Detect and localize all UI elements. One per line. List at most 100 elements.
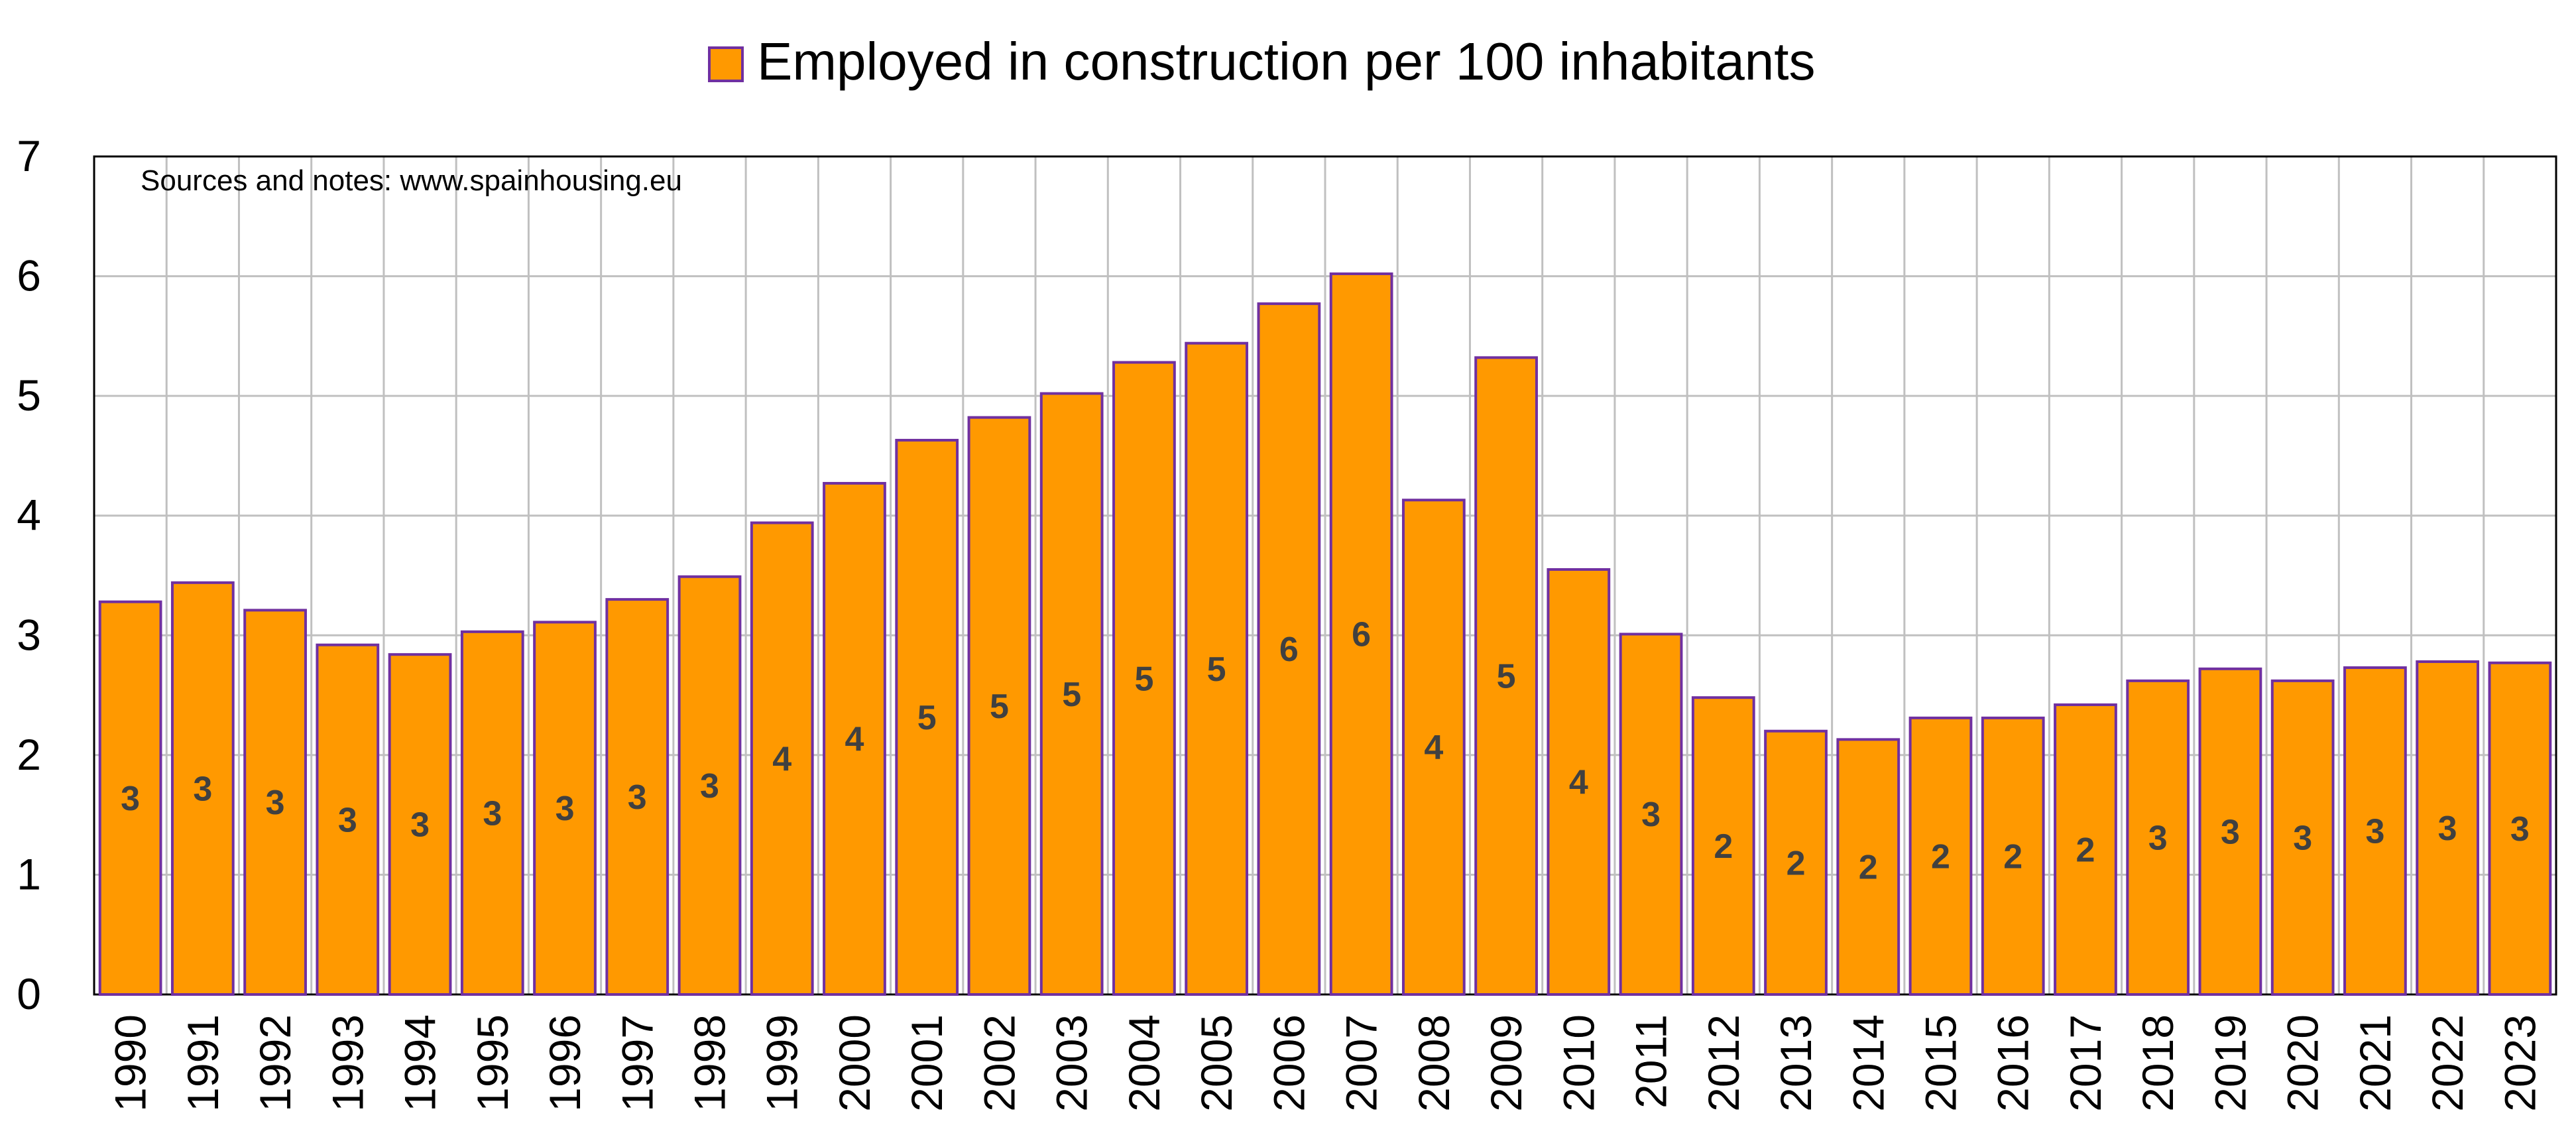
x-tick-label-2003: 2003	[1047, 1014, 1096, 1112]
bar-2012	[1691, 696, 1755, 996]
y-tick-label: 7	[17, 131, 41, 180]
x-tick-label-1990: 1990	[106, 1014, 155, 1112]
bar-1996	[533, 621, 597, 996]
data-label-2020: 3	[2293, 819, 2312, 857]
data-label-2008: 4	[1424, 729, 1443, 767]
bar-2021	[2343, 666, 2407, 996]
bar-2010	[1547, 568, 1611, 996]
data-label-2017: 2	[2076, 831, 2095, 870]
y-tick-label: 1	[17, 849, 41, 898]
x-tick-label-1991: 1991	[178, 1014, 227, 1112]
legend-swatch	[708, 46, 744, 82]
bar-2019	[2198, 667, 2262, 996]
bar-1997	[605, 598, 670, 996]
bar-2013	[1764, 729, 1828, 996]
data-label-2018: 3	[2148, 819, 2168, 857]
bar-2000	[823, 481, 886, 996]
data-label-1991: 3	[193, 770, 212, 808]
x-tick-label-2016: 2016	[1989, 1014, 2038, 1112]
x-tick-label-2021: 2021	[2351, 1014, 2400, 1112]
y-tick-label: 2	[17, 730, 41, 779]
bar-2014	[1836, 738, 1901, 996]
x-tick-label-2000: 2000	[830, 1014, 879, 1112]
gridlines	[94, 156, 2556, 994]
data-label-2016: 2	[2003, 837, 2022, 876]
x-tick-label-1994: 1994	[396, 1014, 445, 1112]
x-tick-label-2023: 2023	[2495, 1014, 2544, 1112]
bar-1991	[170, 581, 235, 996]
data-label-1992: 3	[266, 784, 285, 822]
x-tick-label-1993: 1993	[323, 1014, 372, 1112]
data-label-2010: 4	[1569, 763, 1588, 802]
x-axis-ticks: 1990 1991 1992 1993 1994 1995 1996 1997 1998 1999…	[106, 1014, 2545, 1112]
data-label-1994: 3	[410, 806, 430, 845]
x-tick-label-2012: 2012	[1699, 1014, 1748, 1112]
data-label-2023: 3	[2510, 810, 2530, 849]
x-tick-label-2019: 2019	[2205, 1014, 2254, 1112]
data-label-2012: 2	[1714, 827, 1733, 866]
x-tick-label-2017: 2017	[2061, 1014, 2110, 1112]
data-labels: 3 3 3 3 3 3 3 3 3 4 4 5 5 5 5 5 6 6 4 5 4 3 2 2 2 2 2 2 3 3 3 3 3 3	[121, 615, 2530, 886]
data-label-1990: 3	[121, 780, 140, 818]
x-tick-label-1997: 1997	[613, 1014, 662, 1112]
bar-1993	[316, 643, 380, 996]
x-tick-label-1992: 1992	[251, 1014, 300, 1112]
data-label-1999: 4	[772, 740, 791, 778]
data-label-1993: 3	[338, 801, 357, 839]
bar-2003	[1039, 392, 1104, 996]
x-tick-label-2007: 2007	[1337, 1014, 1386, 1112]
source-note: Sources and notes: www.spainhousing.eu	[141, 164, 682, 197]
bar-1990	[98, 600, 162, 996]
data-label-2000: 4	[845, 720, 864, 758]
bars	[98, 272, 2552, 996]
bar-2016	[1981, 716, 2045, 996]
bar-2005	[1185, 341, 1249, 996]
data-label-2004: 5	[1134, 660, 1153, 698]
bar-2015	[1908, 716, 1973, 996]
y-tick-label: 6	[17, 251, 41, 300]
data-label-1995: 3	[483, 794, 502, 833]
bar-1995	[460, 630, 524, 996]
bar-2023	[2488, 661, 2552, 996]
bar-2008	[1401, 499, 1466, 996]
bar-1998	[677, 575, 742, 996]
data-label-2021: 3	[2365, 813, 2384, 851]
data-label-1996: 3	[556, 790, 575, 828]
x-tick-label-2015: 2015	[1916, 1014, 1965, 1112]
x-tick-label-2011: 2011	[1627, 1014, 1676, 1109]
x-tick-label-2010: 2010	[1554, 1014, 1603, 1112]
legend-label: Employed in construction per 100 inhabit…	[757, 32, 1816, 91]
bar-2007	[1329, 272, 1393, 996]
data-label-2007: 6	[1352, 615, 1371, 654]
y-tick-label: 5	[17, 371, 41, 420]
data-label-2009: 5	[1497, 658, 1516, 696]
x-tick-label-1999: 1999	[758, 1014, 807, 1112]
bar-2001	[895, 438, 959, 996]
x-tick-label-1998: 1998	[685, 1014, 734, 1112]
x-tick-label-2001: 2001	[902, 1014, 951, 1112]
x-tick-label-2008: 2008	[1409, 1014, 1458, 1112]
data-label-2011: 3	[1641, 796, 1661, 834]
data-label-1997: 3	[628, 778, 647, 817]
bar-1999	[750, 521, 814, 996]
bar-2004	[1112, 361, 1176, 996]
data-label-2001: 5	[917, 699, 937, 737]
x-tick-label-2013: 2013	[1771, 1014, 1820, 1112]
data-label-1998: 3	[700, 767, 719, 806]
bar-2006	[1257, 302, 1321, 996]
data-label-2003: 5	[1062, 676, 1081, 714]
data-label-2005: 5	[1207, 650, 1226, 689]
x-tick-label-2004: 2004	[1120, 1014, 1169, 1112]
data-label-2013: 2	[1786, 844, 1806, 882]
bar-2011	[1619, 632, 1683, 996]
bar-2009	[1474, 356, 1538, 996]
x-tick-label-2020: 2020	[2278, 1014, 2327, 1112]
x-tick-label-2018: 2018	[2133, 1014, 2182, 1112]
y-tick-label: 4	[17, 491, 41, 540]
bar-2002	[967, 416, 1031, 996]
y-tick-label: 0	[17, 969, 41, 1018]
legend: Employed in construction per 100 inhabit…	[708, 32, 1816, 91]
bar-2022	[2416, 660, 2480, 996]
x-tick-label-2005: 2005	[1192, 1014, 1241, 1112]
